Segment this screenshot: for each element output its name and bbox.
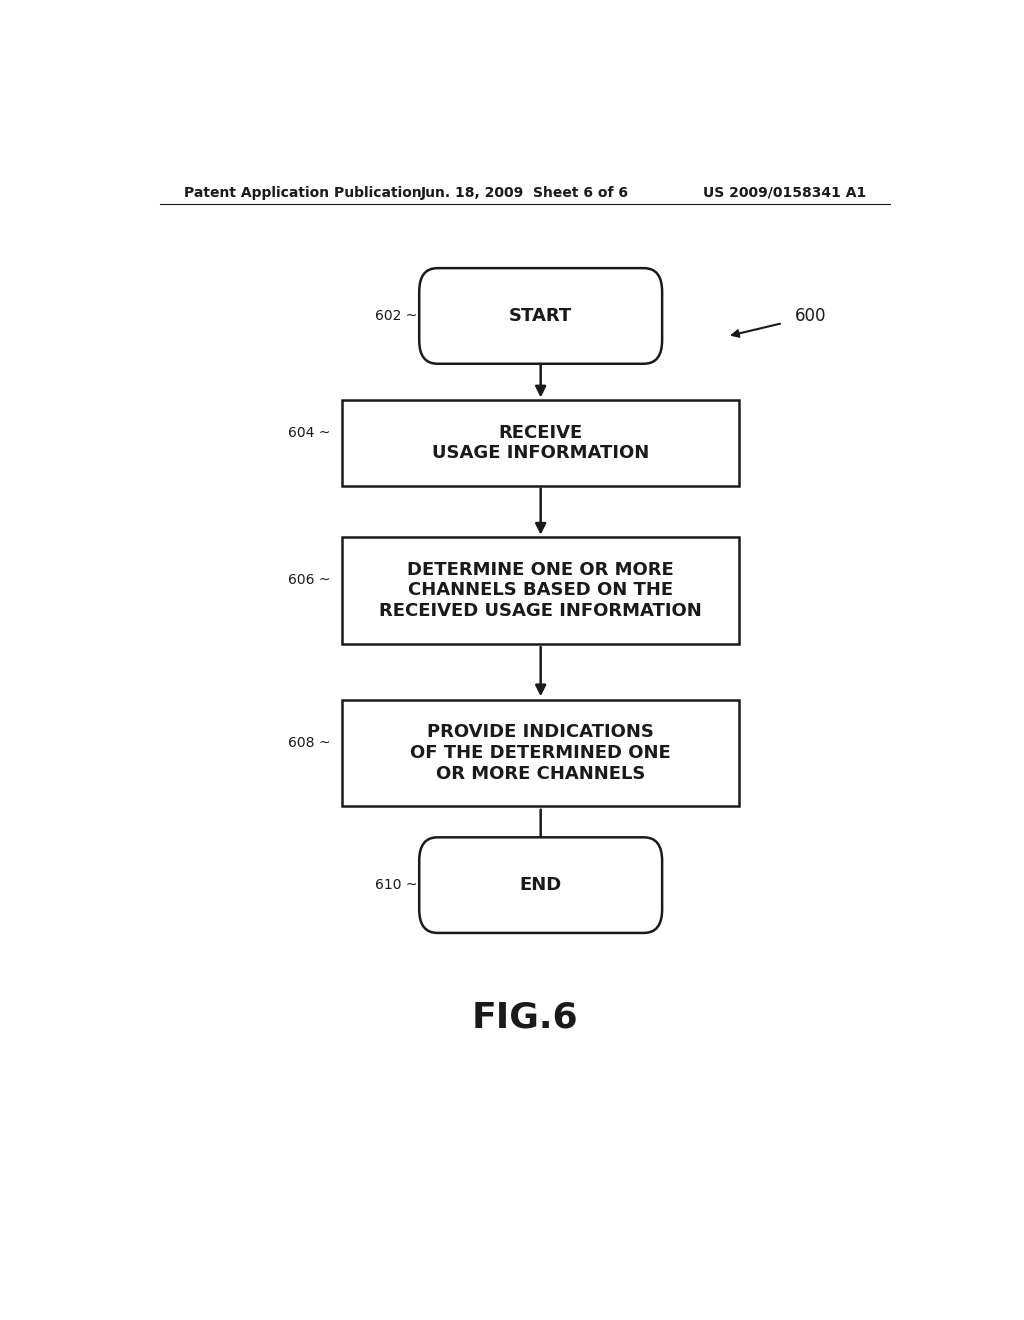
Text: 610 ~: 610 ~ <box>375 878 418 892</box>
Text: Patent Application Publication: Patent Application Publication <box>183 186 421 199</box>
Text: US 2009/0158341 A1: US 2009/0158341 A1 <box>702 186 866 199</box>
FancyBboxPatch shape <box>419 268 663 364</box>
Bar <box>342 400 739 486</box>
Text: PROVIDE INDICATIONS
OF THE DETERMINED ONE
OR MORE CHANNELS: PROVIDE INDICATIONS OF THE DETERMINED ON… <box>411 723 671 783</box>
Text: Jun. 18, 2009  Sheet 6 of 6: Jun. 18, 2009 Sheet 6 of 6 <box>421 186 629 199</box>
Text: 602 ~: 602 ~ <box>375 309 418 323</box>
Text: FIG.6: FIG.6 <box>471 1001 579 1035</box>
Text: START: START <box>509 308 572 325</box>
FancyBboxPatch shape <box>419 837 663 933</box>
Text: RECEIVE
USAGE INFORMATION: RECEIVE USAGE INFORMATION <box>432 424 649 462</box>
Text: DETERMINE ONE OR MORE
CHANNELS BASED ON THE
RECEIVED USAGE INFORMATION: DETERMINE ONE OR MORE CHANNELS BASED ON … <box>379 561 702 620</box>
Bar <box>342 700 739 807</box>
Bar <box>342 537 739 644</box>
Text: END: END <box>519 876 562 894</box>
Text: 604 ~: 604 ~ <box>288 426 331 440</box>
Text: 600: 600 <box>795 308 826 325</box>
Text: 608 ~: 608 ~ <box>288 735 331 750</box>
Text: 606 ~: 606 ~ <box>288 573 331 587</box>
